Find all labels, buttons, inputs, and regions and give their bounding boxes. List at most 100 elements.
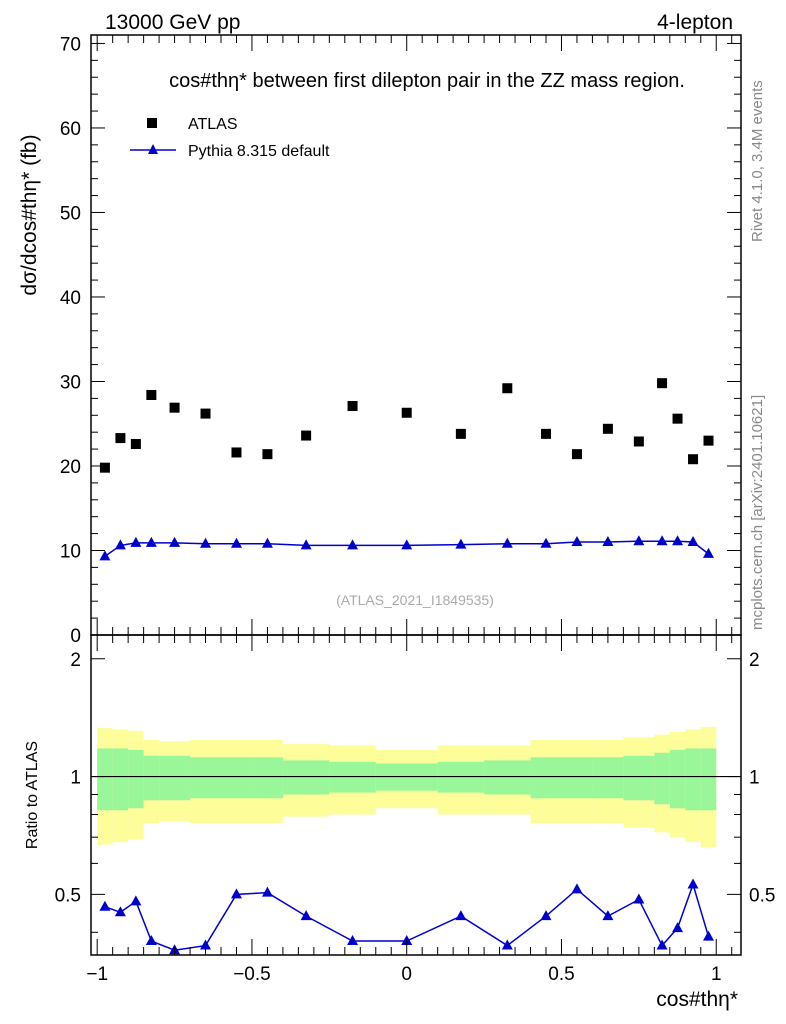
pythia-point-11 bbox=[455, 538, 467, 549]
pythia-point-0 bbox=[99, 550, 111, 561]
legend-pythia-label: Pythia 8.315 default bbox=[188, 143, 330, 160]
pythia-point-20 bbox=[703, 547, 714, 558]
ratio-point-12 bbox=[501, 939, 513, 950]
pythia-point-19 bbox=[687, 536, 699, 547]
ratio-point-16 bbox=[633, 893, 645, 904]
axis-ticks: 0 10 20 30 40 50 60 70 0.5 0.5 1 1 2 2 −1 −0.5 0 0.5 1 bbox=[55, 34, 776, 985]
pythia-point-18 bbox=[672, 535, 684, 546]
x-axis-label: cos#thη* bbox=[656, 988, 738, 1011]
y-tick-label-top-50: 50 bbox=[60, 203, 81, 224]
x-tick-label-0: 0 bbox=[401, 964, 412, 985]
bottom-panel-frame bbox=[90, 634, 742, 956]
ratio-point-18 bbox=[672, 922, 684, 933]
y-axis-label-bottom: Ratio to ATLAS bbox=[24, 741, 41, 849]
atlas-point-15 bbox=[602, 423, 613, 434]
side-text-top: Rivet 4.1.0, 3.4M events bbox=[749, 80, 766, 242]
atlas-point-6 bbox=[231, 447, 242, 458]
green-band-16 bbox=[623, 755, 655, 801]
x-tick-label-1: 1 bbox=[711, 964, 722, 985]
watermark: (ATLAS_2021_I1849535) bbox=[336, 592, 494, 608]
atlas-point-8 bbox=[301, 430, 312, 441]
atlas-point-18 bbox=[672, 413, 683, 424]
atlas-point-19 bbox=[688, 454, 699, 465]
pythia-point-3 bbox=[145, 536, 157, 547]
ratio-point-6 bbox=[230, 888, 242, 899]
green-band-3 bbox=[143, 755, 160, 801]
atlas-point-7 bbox=[262, 449, 273, 460]
ratio-point-1 bbox=[114, 906, 126, 917]
x-tick-label--0.5: −0.5 bbox=[233, 964, 271, 985]
ratio-point-20 bbox=[703, 930, 714, 941]
atlas-point-20 bbox=[703, 435, 714, 446]
x-tick-label-0.5: 0.5 bbox=[548, 964, 574, 985]
pythia-point-5 bbox=[200, 537, 212, 548]
ratio-point-14 bbox=[571, 883, 583, 894]
main-series bbox=[99, 378, 714, 561]
y-tick-label-top-70: 70 bbox=[60, 34, 81, 55]
atlas-point-16 bbox=[633, 436, 644, 447]
green-band-11 bbox=[437, 761, 485, 793]
pythia-point-1 bbox=[114, 539, 126, 550]
atlas-point-0 bbox=[99, 462, 110, 473]
y-tick-label-bot-left-2: 2 bbox=[70, 650, 81, 671]
green-band-13 bbox=[530, 757, 562, 799]
pythia-point-13 bbox=[540, 537, 552, 548]
ratio-point-3 bbox=[145, 935, 157, 946]
ratio-point-13 bbox=[540, 910, 552, 921]
green-band-2 bbox=[128, 749, 144, 809]
green-band-6 bbox=[221, 757, 252, 799]
green-band-19 bbox=[685, 748, 701, 811]
y-tick-label-bot-left-0.5: 0.5 bbox=[55, 885, 81, 906]
green-band-20 bbox=[700, 748, 717, 811]
y-tick-label-bot-right-2: 2 bbox=[749, 650, 760, 671]
pythia-point-16 bbox=[633, 535, 645, 546]
y-tick-label-top-60: 60 bbox=[60, 119, 81, 140]
pythia-point-15 bbox=[602, 536, 614, 547]
ratio-point-5 bbox=[200, 939, 212, 950]
pythia-point-14 bbox=[571, 536, 583, 547]
y-tick-label-top-10: 10 bbox=[60, 541, 81, 562]
green-band-9 bbox=[329, 761, 376, 793]
green-band-4 bbox=[159, 755, 191, 801]
side-text-bottom: mcplots.cern.ch [arXiv:2401.10621] bbox=[749, 395, 766, 630]
ratio-point-7 bbox=[261, 886, 273, 897]
y-tick-label-top-40: 40 bbox=[60, 288, 81, 309]
green-band-0 bbox=[97, 748, 113, 811]
y-tick-label-bot-right-0.5: 0.5 bbox=[749, 885, 775, 906]
header-right: 4-lepton bbox=[657, 11, 733, 34]
pythia-point-7 bbox=[261, 537, 273, 548]
atlas-point-14 bbox=[571, 449, 582, 460]
green-band-7 bbox=[251, 757, 283, 799]
green-band-1 bbox=[112, 748, 129, 811]
green-band-5 bbox=[190, 757, 221, 799]
legend-pythia-marker bbox=[148, 144, 158, 154]
pythia-point-6 bbox=[230, 537, 242, 548]
green-band-14 bbox=[561, 757, 593, 799]
pythia-point-9 bbox=[347, 539, 359, 550]
pythia-point-12 bbox=[501, 537, 513, 548]
header-left: 13000 GeV pp bbox=[105, 11, 240, 34]
pythia-point-4 bbox=[169, 536, 181, 547]
uncertainty-bands bbox=[97, 726, 717, 848]
atlas-point-11 bbox=[455, 428, 466, 439]
legend-atlas-label: ATLAS bbox=[188, 116, 238, 133]
ratio-point-19 bbox=[687, 878, 699, 889]
pythia-point-8 bbox=[300, 539, 312, 550]
pythia-point-2 bbox=[130, 536, 142, 547]
atlas-point-9 bbox=[347, 400, 358, 411]
atlas-point-3 bbox=[146, 390, 157, 400]
ratio-point-11 bbox=[455, 910, 467, 921]
atlas-point-5 bbox=[200, 408, 211, 419]
ratio-point-2 bbox=[130, 895, 142, 906]
atlas-point-10 bbox=[401, 407, 412, 418]
legend-atlas-marker bbox=[147, 118, 157, 128]
atlas-point-12 bbox=[502, 383, 513, 394]
y-tick-label-bot-right-1: 1 bbox=[749, 768, 760, 789]
ratio-point-9 bbox=[347, 935, 359, 946]
y-tick-label-top-20: 20 bbox=[60, 457, 81, 478]
plot-title: cos#thη* between first dilepton pair in … bbox=[169, 70, 685, 92]
pythia-point-17 bbox=[656, 535, 668, 546]
y-axis-label-top: dσ/dcos#thη* (fb) bbox=[18, 134, 41, 295]
ratio-point-8 bbox=[300, 910, 312, 921]
